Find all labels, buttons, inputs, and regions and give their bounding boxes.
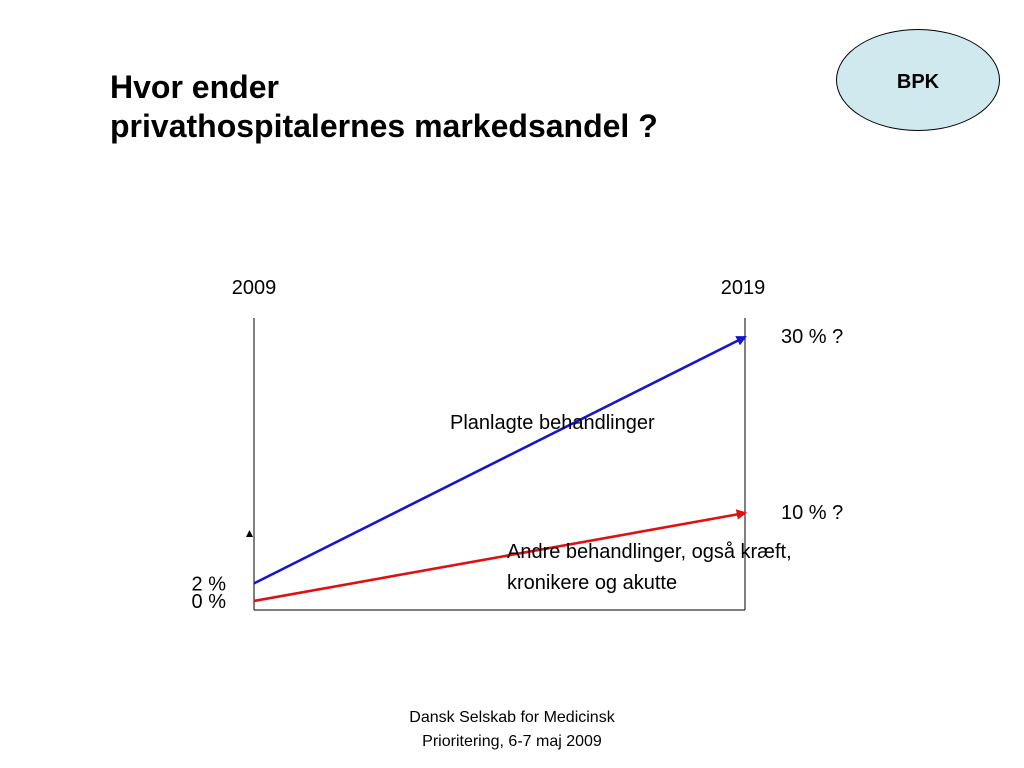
footer-line-2: Prioritering, 6-7 maj 2009 (422, 733, 602, 750)
series-name-andre-line-2: kronikere og akutte (507, 572, 677, 594)
x-label-2019: 2019 (721, 277, 766, 299)
bpk-badge-label: BPK (896, 71, 940, 93)
end-value-label-0: 30 % ? (781, 326, 843, 348)
footer-line-1: Dansk Selskab for Medicinsk (409, 709, 615, 726)
series-line-0 (253, 335, 747, 585)
series-name-andre-line-1: Andre behandlinger, også kræft, (507, 541, 792, 563)
slide-title-line-1: Hvor ender (110, 69, 279, 105)
x-label-2009: 2009 (232, 277, 277, 299)
start-value-label-0: 2 % (192, 573, 227, 595)
series-name-planlagte: Planlagte behandlinger (450, 412, 655, 434)
footer: Dansk Selskab for Medicinsk Prioritering… (332, 706, 692, 754)
bpk-badge: BPK (836, 29, 1000, 131)
left-axis-tick-marker (246, 530, 253, 537)
start-value-label-1: 0 % (192, 591, 227, 613)
slide-title-line-2: privathospitalernes markedsandel ? (110, 108, 658, 144)
end-value-label-1: 10 % ? (781, 502, 843, 524)
slide-title: Hvor ender privathospitalernes markedsan… (110, 68, 830, 146)
series-line-1 (253, 509, 748, 603)
